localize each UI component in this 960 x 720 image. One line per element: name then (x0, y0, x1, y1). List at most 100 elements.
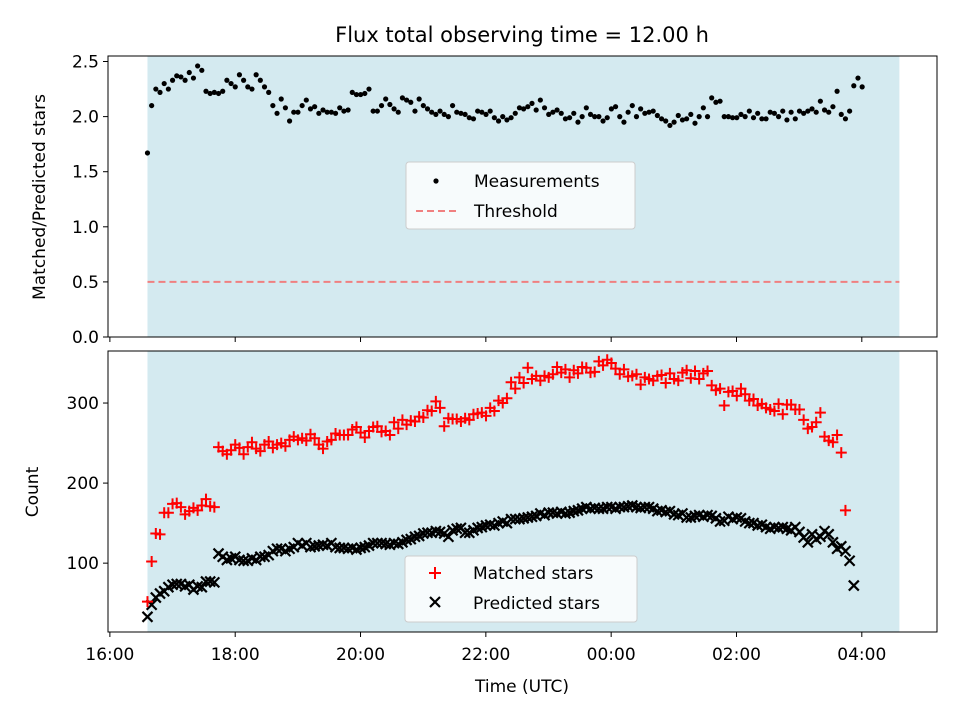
matched-star-point (731, 390, 743, 402)
top-ytick-label: 2.5 (72, 53, 99, 73)
measurement-point (830, 104, 836, 110)
matched-star-point (501, 392, 513, 404)
measurement-point (332, 110, 339, 116)
measurement-point (587, 111, 594, 118)
matched-star-point (551, 361, 563, 373)
top-xtick-marks (109, 337, 863, 342)
matched-star-point (488, 405, 500, 417)
measurement-point (445, 114, 451, 120)
matched-star-point (547, 368, 559, 380)
measurement-point (257, 77, 263, 83)
measurement-point (383, 96, 389, 102)
predicted-star-point (559, 507, 572, 520)
bottom-panel: 100 200 300 16:00 18:00 20:00 22:00 00:00 02:00… (23, 350, 938, 697)
matched-star-point (831, 429, 843, 441)
measurement-point (454, 109, 460, 115)
measurement-point (775, 114, 782, 120)
measurement-point (366, 86, 372, 92)
measurement-point (249, 86, 255, 92)
matched-star-point (384, 429, 396, 441)
predicted-star-point (505, 513, 517, 525)
measurement-point (470, 116, 477, 122)
bottom-xtick-group: 16:00 18:00 20:00 22:00 00:00 02:00 04:00 (85, 632, 886, 665)
measurement-point (282, 105, 288, 111)
measurement-point (270, 102, 276, 109)
predicted-star-point (354, 542, 367, 554)
measurement-point (583, 105, 589, 111)
matched-star-point (702, 365, 714, 377)
measurement-point (328, 109, 334, 115)
measurement-point (416, 96, 422, 102)
bottom-ytick-label: 300 (67, 394, 99, 414)
measurement-point (792, 116, 798, 122)
bottom-legend-box (404, 555, 638, 623)
measurement-point (278, 96, 284, 102)
predicted-star-point (802, 536, 814, 549)
measurement-point (805, 108, 811, 114)
matched-star-point (513, 371, 525, 383)
matched-star-point (718, 399, 730, 411)
measurements-series (144, 63, 865, 156)
measurement-point (755, 110, 761, 116)
top-ytick-label: 2.0 (72, 108, 99, 128)
measurement-point (742, 114, 748, 120)
measurement-point (529, 100, 535, 106)
matched-star-point (798, 414, 810, 426)
predicted-star-point (701, 509, 714, 521)
measurement-point (592, 114, 598, 120)
matched-star-point (572, 367, 584, 379)
matched-star-point (747, 393, 759, 405)
measurement-point (847, 108, 853, 114)
matched-star-point (735, 383, 747, 395)
predicted-star-point (630, 501, 643, 513)
measurement-point (274, 110, 280, 116)
measurement-point (408, 99, 414, 105)
measurement-point (211, 89, 217, 95)
measurement-point (203, 88, 209, 94)
measurement-point (679, 117, 686, 123)
measurement-point (508, 115, 514, 121)
measurement-point (834, 88, 840, 94)
predicted-star-point (827, 536, 839, 549)
measurement-point (349, 89, 355, 95)
measurement-point (412, 108, 418, 114)
measurement-point (399, 95, 406, 101)
measurement-point (374, 108, 380, 114)
measurement-point (650, 108, 656, 114)
measurement-point (441, 111, 447, 118)
measurement-point (149, 102, 155, 109)
measurement-point (642, 110, 648, 116)
measurement-point (466, 115, 472, 121)
matched-star-point (279, 440, 291, 452)
measurement-point (404, 97, 410, 103)
measurement-point (516, 105, 523, 111)
measurement-point (337, 105, 343, 111)
measurement-point (767, 109, 773, 115)
predicted-star-point (400, 534, 413, 546)
measurement-point (796, 108, 803, 114)
bottom-ytick-label: 200 (67, 474, 99, 494)
matched-star-point (141, 596, 153, 608)
predicted-star-point (170, 578, 183, 590)
matched-star-point (246, 436, 258, 448)
measurement-point (784, 117, 790, 123)
matched-series (141, 354, 851, 608)
measurement-point (696, 114, 702, 120)
measurement-point (186, 69, 192, 76)
measurement-point (780, 108, 786, 114)
measurement-point (763, 116, 769, 122)
matched-star-point (656, 369, 668, 381)
bottom-legend: Matched stars Predicted stars (404, 555, 638, 623)
matched-star-point (154, 528, 166, 540)
predicted-star-point (367, 537, 379, 549)
bottom-ytick-label: 100 (67, 554, 99, 574)
matched-star-point (254, 445, 266, 457)
measurement-point (491, 115, 497, 121)
matched-star-point (768, 405, 780, 417)
predicted-star-point (822, 528, 835, 541)
measurement-point (646, 109, 652, 115)
measurement-point (612, 104, 619, 110)
measurement-point (286, 118, 293, 124)
predicted-star-point (839, 545, 852, 557)
